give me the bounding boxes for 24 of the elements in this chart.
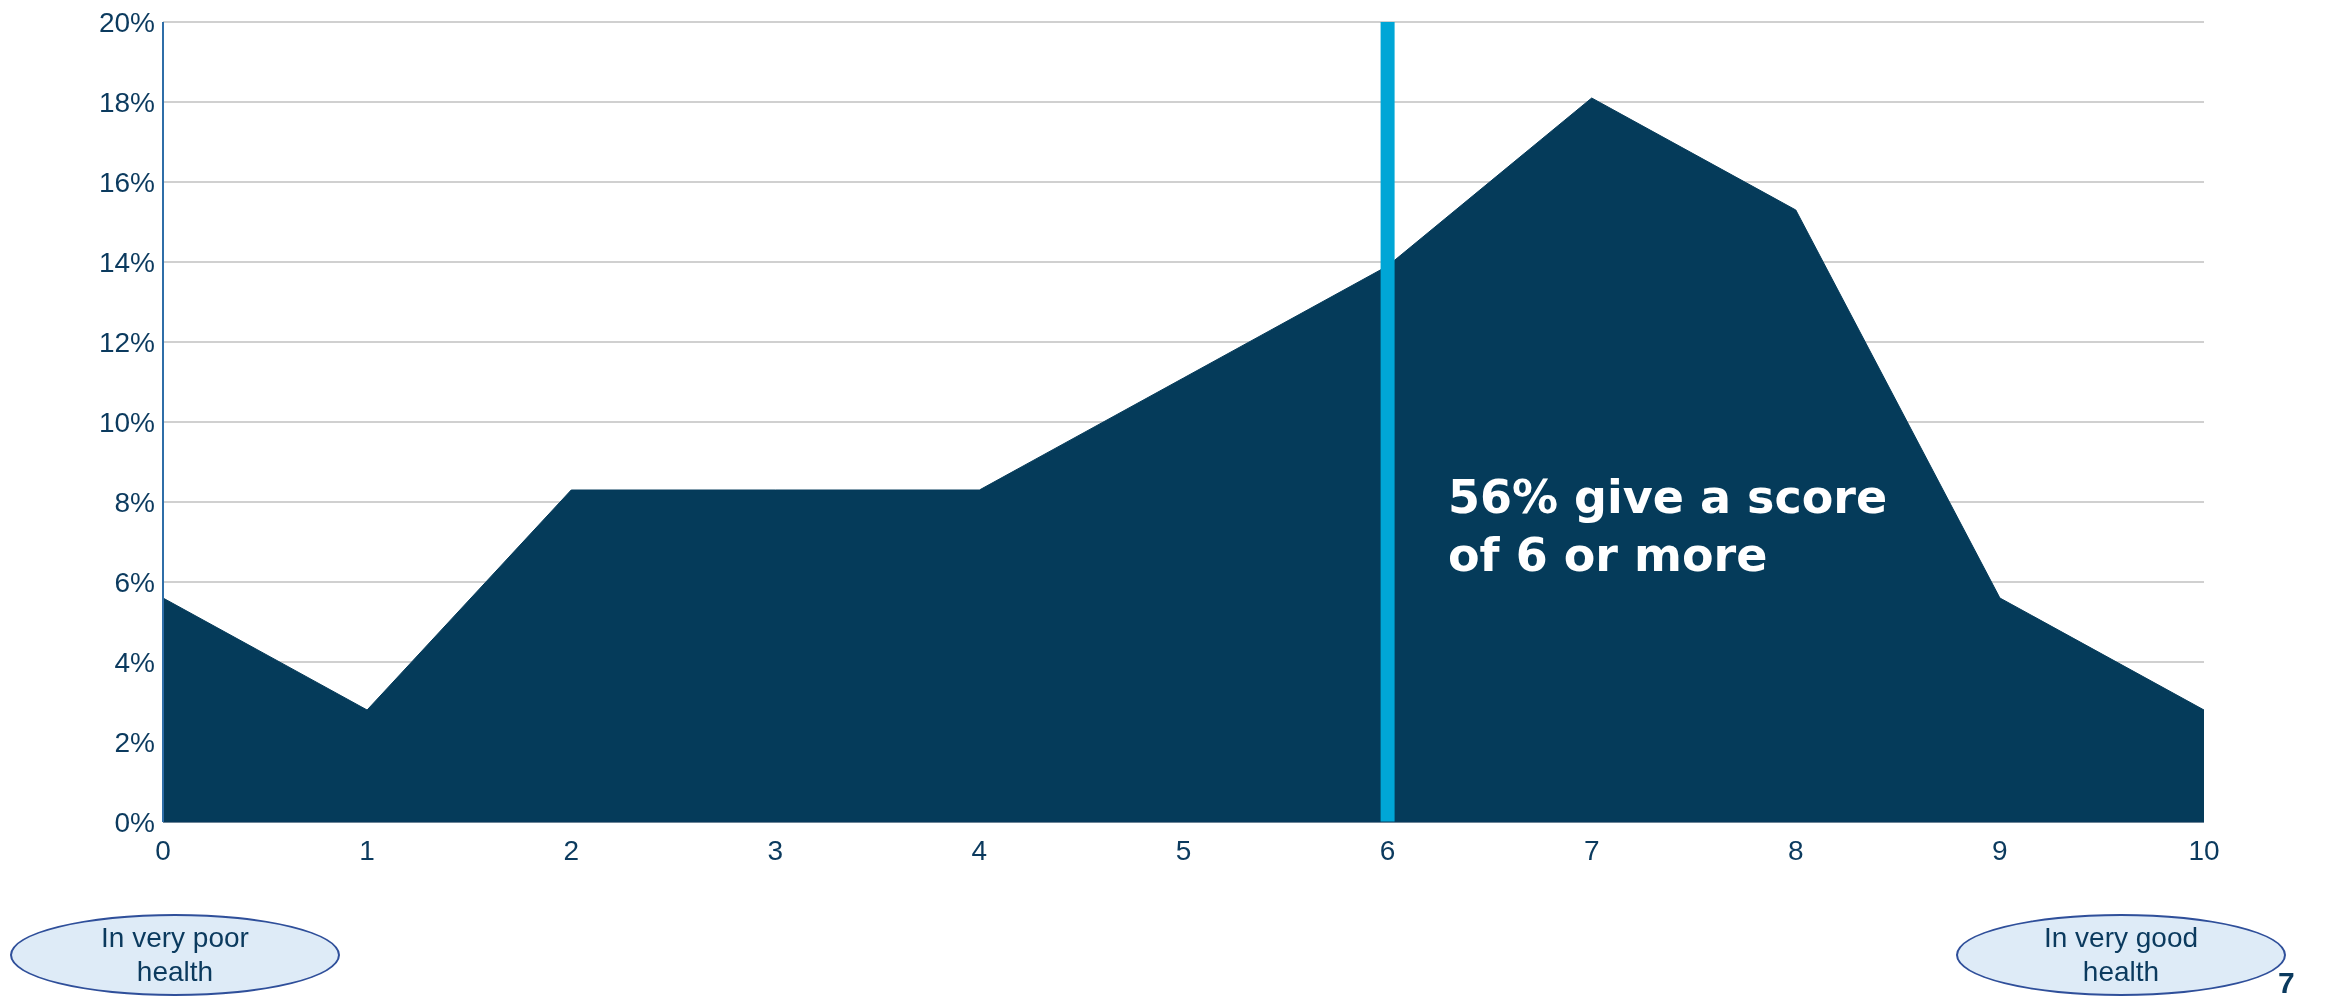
- y-tick-label: 4%: [114, 646, 155, 678]
- x-tick-label: 6: [1379, 835, 1396, 866]
- y-tick-label: 18%: [98, 86, 155, 118]
- y-tick-label: 8%: [114, 486, 155, 518]
- y-tick-label: 16%: [98, 166, 155, 198]
- x-tick-label: 4: [971, 835, 988, 866]
- y-tick-label: 6%: [114, 566, 155, 598]
- y-tick-label: 12%: [98, 326, 155, 358]
- x-tick-label: 2: [563, 835, 579, 866]
- annotation: 56% give a score of 6 or more: [1448, 469, 1888, 584]
- x-tick-label: 8: [1788, 835, 1804, 866]
- x-tick-label: 1: [359, 835, 375, 866]
- x-tick-label: 5: [1175, 835, 1192, 866]
- x-tick-label: 3: [767, 835, 784, 866]
- x-tick-label: 10: [2188, 835, 2220, 866]
- y-tick-label: 2%: [114, 726, 155, 758]
- x-tick-label: 7: [1583, 835, 1600, 866]
- y-tick-label: 14%: [98, 246, 155, 278]
- x-tick-label: 9: [1992, 835, 2008, 866]
- oval-label: In very poor health: [10, 914, 340, 996]
- y-tick-label: 10%: [98, 406, 155, 438]
- x-tick-label: 0: [155, 835, 171, 866]
- y-tick-label: 20%: [98, 6, 155, 38]
- y-tick-label: 0%: [114, 806, 155, 838]
